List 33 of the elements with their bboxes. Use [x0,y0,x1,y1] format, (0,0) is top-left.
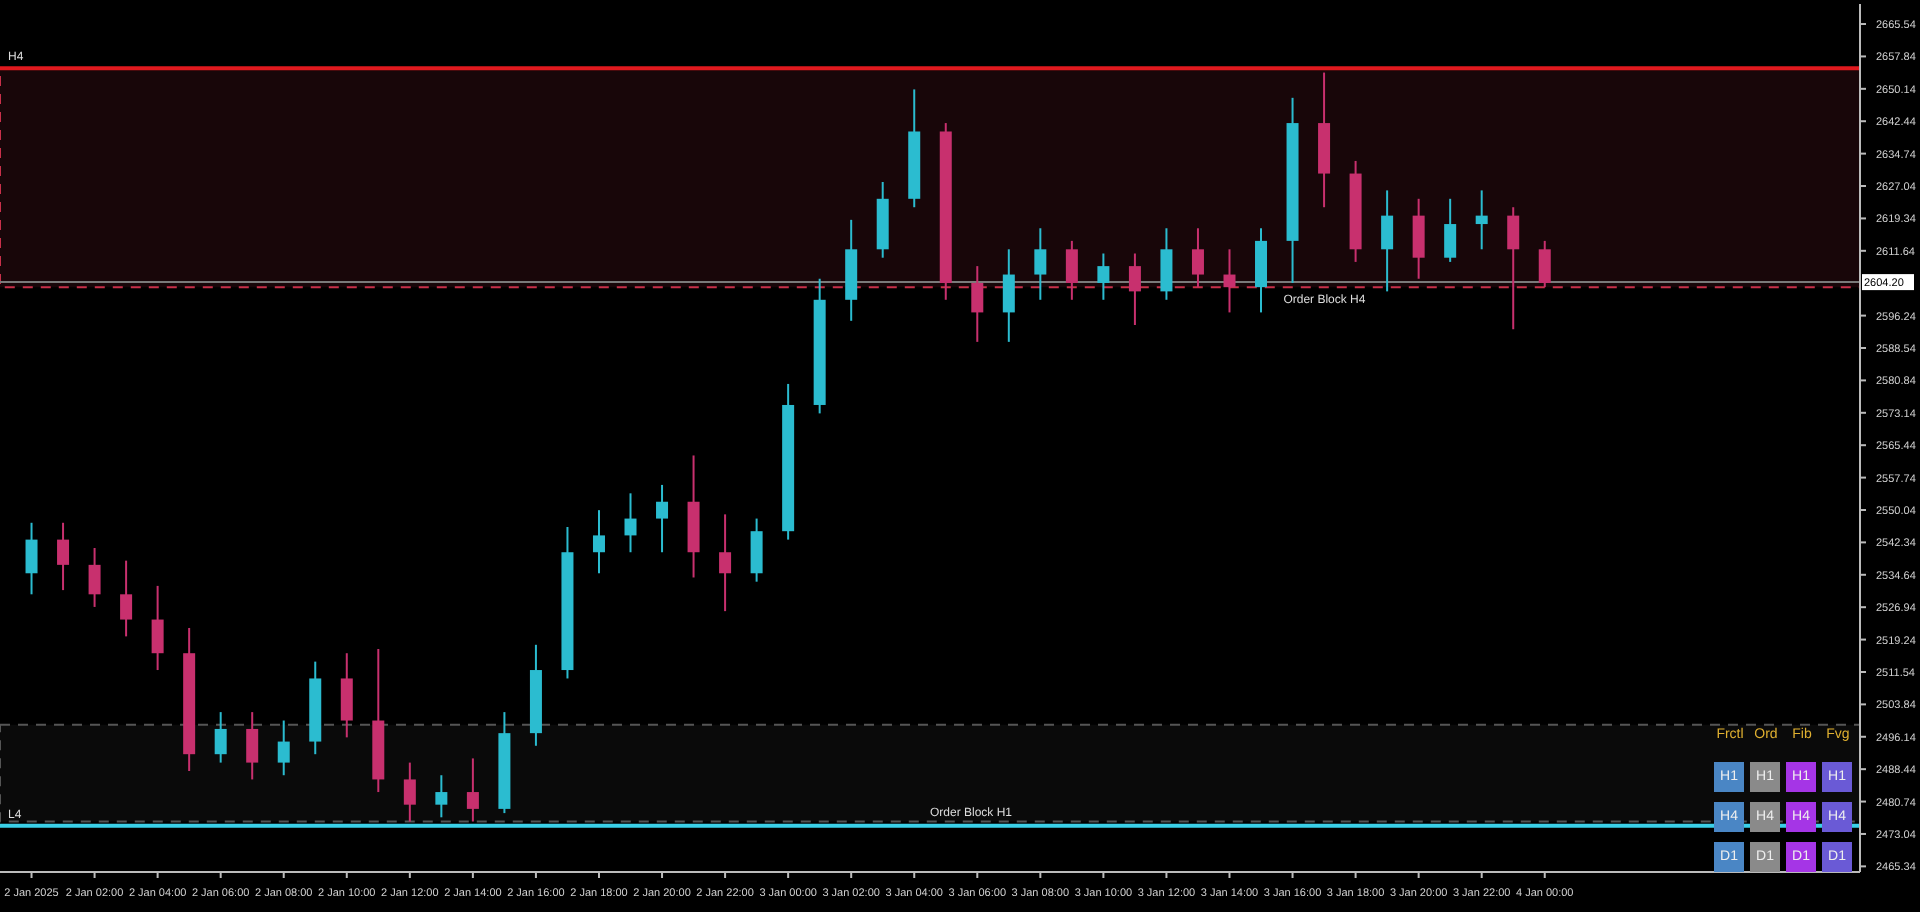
candlestick [1097,252,1110,301]
candlestick [1128,252,1141,327]
candlestick [1412,197,1425,280]
candlestick [1444,197,1457,263]
candlestick [750,517,763,583]
candlestick [624,492,637,554]
candlestick [1160,227,1173,301]
candlestick [1475,189,1488,251]
candlestick [1507,206,1520,331]
candlestick [1255,227,1268,314]
candlestick [57,521,70,592]
candlestick [120,559,133,638]
candlestick [971,265,984,343]
candlestick [88,547,101,608]
candlestick [151,584,164,672]
candlestick [1065,239,1078,301]
candlestick [1223,248,1236,314]
candlestick [403,761,416,823]
candlestick [1191,227,1204,289]
candlestick [1538,239,1551,289]
candlestick [1034,227,1047,301]
candlestick [1381,189,1394,293]
candlestick [25,521,38,596]
candlestick [340,652,353,739]
candlestick [214,711,227,764]
candlestick [1002,248,1015,343]
candlestick [246,711,259,781]
candlestick [719,513,732,613]
candlestick [277,719,290,777]
candlestick [592,509,605,575]
candlestick [435,774,448,819]
candlestick [656,483,669,554]
candlestick [466,757,479,823]
